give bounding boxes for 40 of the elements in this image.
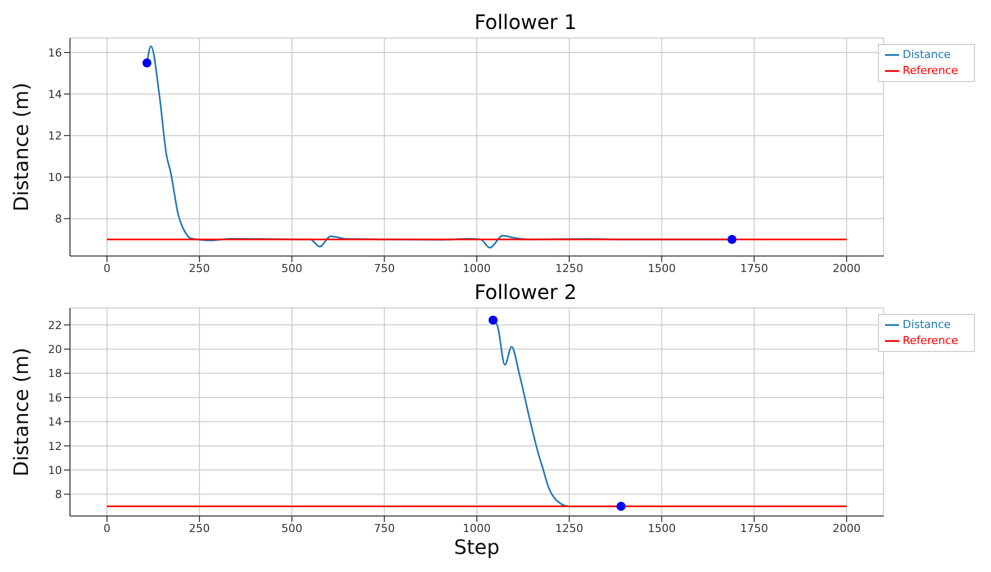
x-tick-label: 500: [281, 262, 302, 275]
x-tick-label: 1750: [740, 522, 768, 535]
y-tick-label: 12: [48, 129, 62, 142]
x-tick-label: 750: [374, 522, 395, 535]
y-axis-title: Distance (m): [9, 82, 34, 212]
y-tick-label: 18: [48, 367, 62, 380]
legend-label: Reference: [902, 64, 958, 77]
y-tick-label: 16: [48, 46, 62, 60]
y-tick-label: 22: [48, 318, 62, 332]
x-tick-label: 2000: [832, 522, 861, 535]
y-tick-label: 10: [48, 171, 62, 184]
legend-label: Distance: [902, 318, 951, 331]
x-tick-label: 1500: [648, 262, 676, 275]
x-tick-label: 1250: [555, 522, 584, 535]
y-tick-label: 16: [48, 391, 62, 404]
y-axis-title: Distance (m): [9, 348, 34, 476]
legend-label: Reference: [902, 334, 958, 347]
y-tick-label: 20: [48, 343, 62, 356]
y-tick-label: 14: [48, 88, 62, 101]
x-tick-label: 0: [103, 262, 110, 275]
x-tick-label: 2000: [832, 262, 861, 275]
x-tick-label: 250: [188, 522, 210, 535]
x-tick-label: 1500: [648, 522, 676, 535]
y-tick-label: 8: [55, 212, 62, 226]
x-tick-label: 500: [281, 522, 302, 535]
x-tick-label: 0: [103, 522, 110, 535]
chart-title: Follower 2: [473, 279, 578, 306]
x-tick-label: 750: [374, 262, 395, 275]
y-tick-label: 14: [48, 416, 62, 429]
x-tick-label: 250: [188, 262, 210, 275]
y-tick-label: 8: [55, 488, 62, 502]
chart-title: Follower 1: [473, 9, 578, 36]
legend-label: Distance: [902, 48, 951, 61]
x-tick-label: 1000: [462, 262, 491, 275]
y-tick-label: 10: [48, 464, 62, 477]
x-tick-label: 1000: [462, 522, 491, 535]
x-axis-title: Step: [454, 535, 500, 559]
x-tick-label: 1750: [740, 262, 768, 275]
y-tick-label: 12: [48, 440, 62, 453]
x-tick-label: 1250: [555, 262, 584, 275]
